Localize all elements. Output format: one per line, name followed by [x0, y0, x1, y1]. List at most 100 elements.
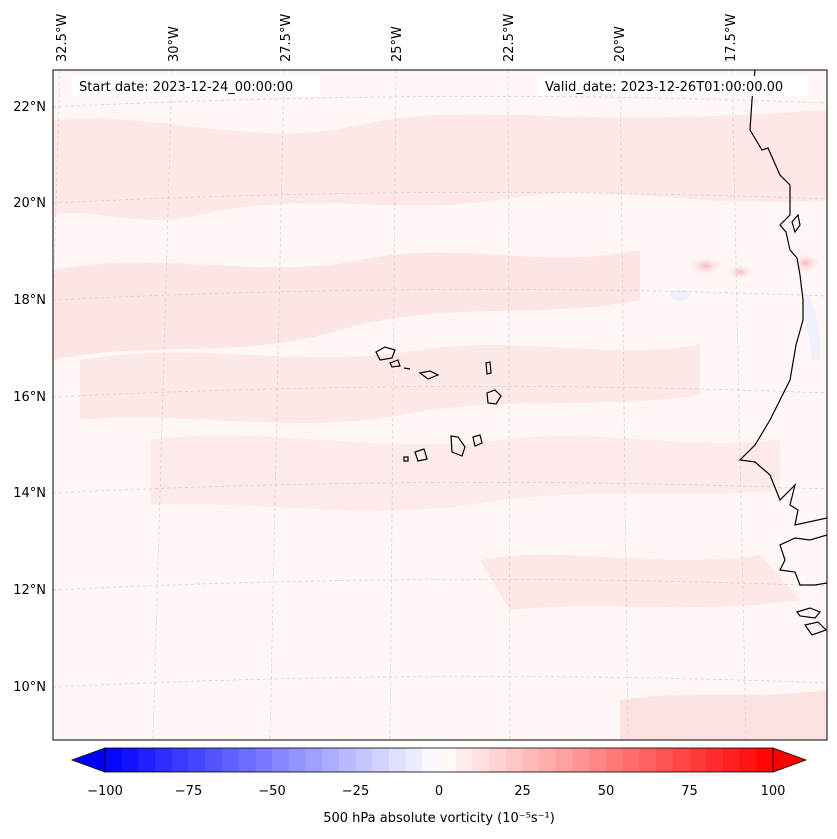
colorbar-cell	[422, 748, 440, 772]
colorbar-cell	[171, 748, 189, 772]
cape-verde-islands	[375, 346, 502, 462]
colorbar-cell	[255, 748, 273, 772]
colorbar-cell	[606, 748, 624, 772]
parallel-line	[53, 96, 827, 108]
colorbar-cell	[272, 748, 290, 772]
lat-label: 10°N	[13, 680, 46, 695]
lon-label: 17.5°W	[724, 14, 739, 62]
colorbar-tick-label: 75	[681, 784, 698, 799]
island-brava	[403, 456, 409, 462]
colorbar-cell	[639, 748, 657, 772]
colorbar-cell	[305, 748, 323, 772]
colorbar: −100 −75 −50 −25 0 25 50 75 100 500 hPa …	[70, 747, 808, 826]
parallel-line	[53, 289, 827, 301]
colorbar-cells	[105, 748, 774, 772]
colorbar-tick-label: 25	[514, 784, 531, 799]
colorbar-cell	[555, 748, 574, 772]
colorbar-tick-label: −100	[87, 784, 123, 799]
colorbar-cell	[689, 748, 707, 772]
colorbar-cell	[205, 748, 223, 772]
island-boa-vista	[486, 389, 502, 405]
colorbar-cell	[155, 748, 173, 772]
meridian-line	[507, 70, 511, 740]
meridian-line	[152, 70, 173, 740]
colorbar-tick-label: 0	[435, 784, 443, 799]
colorbar-cell	[138, 748, 156, 772]
colorbar-cell	[105, 748, 123, 772]
lon-label: 30°W	[167, 26, 182, 62]
island-fogo	[414, 448, 428, 462]
colorbar-cell	[672, 748, 690, 772]
meridian-line	[619, 70, 629, 740]
colorbar-cell	[489, 748, 507, 772]
parallel-line	[53, 579, 827, 591]
lon-label: 25°W	[390, 26, 405, 62]
colorbar-cell	[589, 748, 607, 772]
lat-label: 22°N	[13, 100, 46, 115]
colorbar-cell	[572, 748, 590, 772]
colorbar-cell	[522, 748, 540, 772]
island-sao-vicente	[389, 359, 401, 368]
lon-label: 22.5°W	[502, 14, 517, 62]
start-date-label: Start date: 2023-12-24_00:00:00	[79, 80, 293, 95]
lat-label: 12°N	[13, 583, 46, 598]
lat-label: 20°N	[13, 196, 46, 211]
colorbar-tick-label: −75	[175, 784, 202, 799]
island-santiago	[450, 435, 466, 457]
island-maio	[472, 434, 483, 447]
valid-date-label: Valid_date: 2023-12-26T01:00:00.00	[545, 80, 783, 95]
lon-label: 27.5°W	[279, 14, 294, 62]
colorbar-frame	[104, 747, 774, 773]
colorbar-cell	[188, 748, 206, 772]
colorbar-cell	[288, 748, 306, 772]
colorbar-tick-label: 100	[761, 784, 786, 799]
map-area	[53, 70, 827, 740]
colorbar-cell	[121, 748, 139, 772]
colorbar-cell	[739, 748, 757, 772]
colorbar-tick-label: −25	[342, 784, 369, 799]
start-date-box	[72, 76, 320, 96]
colorbar-label: 500 hPa absolute vorticity (10⁻⁵s⁻¹)	[323, 811, 555, 826]
colorbar-cell	[355, 748, 373, 772]
colorbar-tick-label: −50	[258, 784, 285, 799]
latitude-labels: 22°N 20°N 18°N 16°N 14°N 12°N 10°N	[13, 100, 46, 695]
colorbar-tick-label: 50	[598, 784, 615, 799]
colorbar-cell	[622, 748, 640, 772]
colorbar-cell	[756, 748, 774, 772]
island-sao-nicolau	[418, 370, 440, 380]
lat-label: 16°N	[13, 390, 46, 405]
meridian-line	[389, 70, 397, 740]
meridian-line	[269, 70, 285, 740]
colorbar-extend-high	[772, 747, 808, 773]
map-frame	[52, 69, 828, 741]
colorbar-cell	[388, 748, 407, 772]
coastline-africa	[738, 70, 827, 636]
parallel-line	[53, 192, 827, 204]
lat-label: 14°N	[13, 486, 46, 501]
parallel-line	[53, 676, 827, 688]
vorticity-field	[53, 110, 827, 740]
colorbar-cell	[238, 748, 256, 772]
parallel-line	[53, 386, 827, 398]
header-info: Start date: 2023-12-24_00:00:00 Valid_da…	[72, 76, 808, 96]
island-santa-luzia	[403, 367, 411, 370]
lon-label: 32.5°W	[55, 14, 70, 62]
colorbar-cell	[472, 748, 490, 772]
colorbar-cell	[539, 748, 557, 772]
colorbar-cell	[656, 748, 674, 772]
longitude-labels: 32.5°W 30°W 27.5°W 25°W 22.5°W 20°W 17.5…	[55, 14, 739, 62]
colorbar-cell	[405, 748, 423, 772]
colorbar-cell	[372, 748, 390, 772]
colorbar-extend-low	[70, 747, 106, 773]
meridian-line	[731, 70, 747, 740]
colorbar-cell	[221, 748, 240, 772]
island-santo-antao	[375, 346, 396, 361]
parallel-line	[53, 482, 827, 494]
island-sal	[485, 361, 492, 375]
colorbar-ticks: −100 −75 −50 −25 0 25 50 75 100	[87, 784, 785, 799]
lat-label: 18°N	[13, 293, 46, 308]
colorbar-cell	[338, 748, 356, 772]
colorbar-cell	[455, 748, 473, 772]
colorbar-cell	[322, 748, 340, 772]
